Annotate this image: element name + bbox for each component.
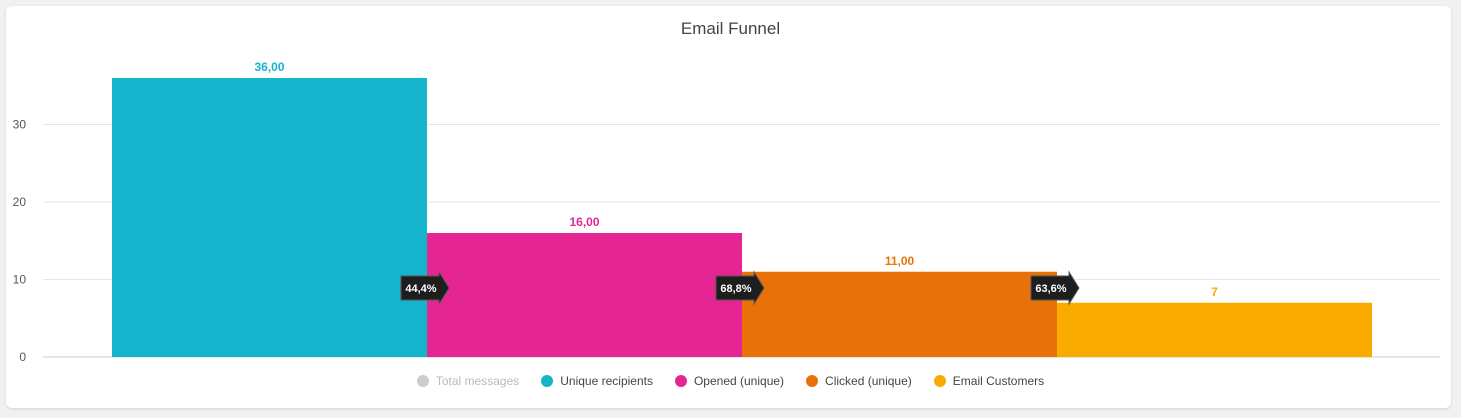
- conversion-arrow: [1030, 270, 1080, 306]
- legend-label: Clicked (unique): [825, 374, 912, 388]
- bar-1: [427, 233, 742, 357]
- legend-item[interactable]: Opened (unique): [674, 374, 785, 388]
- chart-legend: Total messages Unique recipients Opened (u…: [0, 374, 1461, 388]
- data-label: 36,00: [254, 60, 284, 74]
- y-tick-label: 20: [13, 195, 27, 209]
- legend-label: Total messages: [435, 374, 520, 388]
- bar-0: [112, 78, 427, 357]
- legend-marker-icon: [674, 375, 687, 387]
- conversion-arrow: [715, 270, 765, 306]
- conversion-rate-label: 63,6%: [1035, 283, 1066, 295]
- data-label: 11,00: [885, 254, 915, 268]
- bar-3: [1057, 302, 1372, 357]
- bar-2: [742, 271, 1057, 357]
- data-label: 16,00: [569, 215, 599, 229]
- legend-label: Email Customers: [952, 374, 1045, 388]
- data-label: 7: [1211, 285, 1218, 299]
- conversion-rate-label: 68,8%: [720, 283, 751, 295]
- legend-item[interactable]: Total messages: [416, 374, 520, 388]
- legend-marker-icon: [806, 375, 819, 387]
- conversion-rate-label: 44,4%: [405, 283, 436, 295]
- legend-label: Opened (unique): [693, 374, 785, 388]
- chart-title: Email Funnel: [680, 19, 781, 38]
- legend-label: Unique recipients: [560, 374, 653, 388]
- y-tick-label: 0: [19, 350, 26, 364]
- y-tick-label: 10: [13, 273, 27, 287]
- legend-item[interactable]: Clicked (unique): [806, 374, 912, 388]
- legend-item[interactable]: Email Customers: [933, 374, 1045, 388]
- legend-item[interactable]: Unique recipients: [541, 374, 653, 388]
- legend-marker-icon: [541, 375, 554, 387]
- legend-marker-icon: [933, 375, 946, 387]
- legend-marker-icon: [416, 375, 429, 387]
- y-tick-label: 30: [13, 118, 27, 132]
- conversion-arrow: [400, 270, 450, 306]
